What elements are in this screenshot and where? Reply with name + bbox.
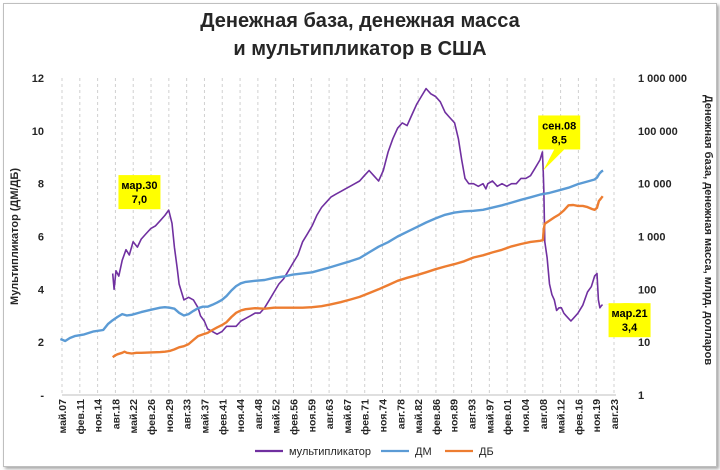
x-tick-label: фев.86 [431, 399, 443, 435]
x-tick-label: май.12 [556, 399, 568, 434]
x-tick-label: ноя.04 [520, 399, 532, 433]
y-right-tick-label: 1 000 000 [638, 73, 687, 85]
x-tick-label: фев.16 [573, 399, 585, 435]
x-tick-label: авг.93 [467, 399, 479, 429]
x-tick-label: авг.48 [253, 399, 265, 429]
x-tick-label: ноя.29 [164, 399, 176, 433]
callout-value: 8,5 [552, 134, 567, 146]
y-left-tick-label: 6 [38, 232, 44, 244]
legend-label-ДМ: ДМ [415, 446, 432, 458]
x-tick-label: май.97 [484, 399, 496, 434]
y-right-tick-label: 100 [638, 284, 656, 296]
chart-title-line-1: Денежная база, денежная масса [200, 10, 520, 32]
x-tick-label: фев.26 [146, 399, 158, 435]
x-tick-label: авг.63 [324, 399, 336, 429]
series-line-ДБ [111, 195, 604, 359]
y-left-tick-label: 10 [32, 126, 44, 138]
x-tick-label: май.82 [413, 399, 425, 434]
y-right-axis-title: Денежная база, денежная масса, млрд. дол… [702, 95, 714, 365]
callout-box [608, 303, 651, 338]
y-left-tick-label: 2 [38, 337, 44, 349]
x-tick-label: авг.08 [538, 399, 550, 429]
y-right-tick-label: 10 000 [638, 179, 672, 191]
callout-date: мар.21 [611, 308, 647, 320]
callout-pointer [543, 149, 565, 171]
x-tick-label: ноя.59 [306, 399, 318, 433]
x-tick-label: ноя.14 [93, 399, 105, 433]
series-line-мультипликатор [111, 87, 603, 335]
x-tick-label: май.67 [342, 399, 354, 434]
x-tick-label: май.22 [128, 399, 140, 434]
x-tick-label: фев.71 [360, 399, 372, 435]
x-tick-label: авг.33 [182, 399, 194, 429]
x-tick-label: авг.78 [395, 399, 407, 429]
callout-pointer [134, 209, 171, 211]
y-left-tick-label: 8 [38, 179, 44, 191]
x-tick-label: ноя.19 [591, 399, 603, 433]
y-left-axis-title: Мультипликатор (ДМ/ДБ) [9, 168, 21, 305]
callout-value: 7,0 [132, 194, 147, 206]
x-tick-label: авг.23 [609, 399, 621, 429]
y-left-tick-label: 12 [32, 73, 44, 85]
callout-value: 3,4 [622, 322, 638, 334]
series-line-ДМ [59, 169, 604, 343]
x-tick-label: фев.56 [288, 399, 300, 435]
x-tick-label: фев.41 [217, 399, 229, 435]
y-left-tick-label: - [40, 390, 44, 402]
callout-date: сен.08 [542, 120, 576, 132]
x-tick-label: май.07 [57, 399, 69, 434]
x-tick-label: май.37 [199, 399, 211, 434]
chart-frame [3, 3, 717, 467]
y-left-tick-label: 4 [38, 284, 45, 296]
legend-label-мультипликатор: мультипликатор [289, 446, 371, 458]
x-tick-label: ноя.89 [449, 399, 461, 433]
x-tick-label: май.52 [271, 399, 283, 434]
x-tick-label: ноя.44 [235, 399, 247, 433]
chart-title-line-2: и мультипликатор в США [233, 38, 487, 60]
callout-box [538, 115, 581, 150]
y-right-tick-label: 100 000 [638, 126, 678, 138]
x-tick-label: авг.18 [110, 399, 122, 429]
callout-date: мар.30 [121, 180, 157, 192]
x-tick-label: ноя.74 [378, 399, 390, 433]
callout-box [118, 175, 161, 210]
y-right-tick-label: 1 [638, 390, 644, 402]
y-right-tick-label: 10 [638, 337, 650, 349]
y-right-tick-label: 1 000 [638, 232, 666, 244]
legend-label-ДБ: ДБ [479, 446, 494, 458]
x-tick-label: фев.11 [75, 399, 87, 435]
x-tick-label: фев.01 [502, 399, 514, 435]
